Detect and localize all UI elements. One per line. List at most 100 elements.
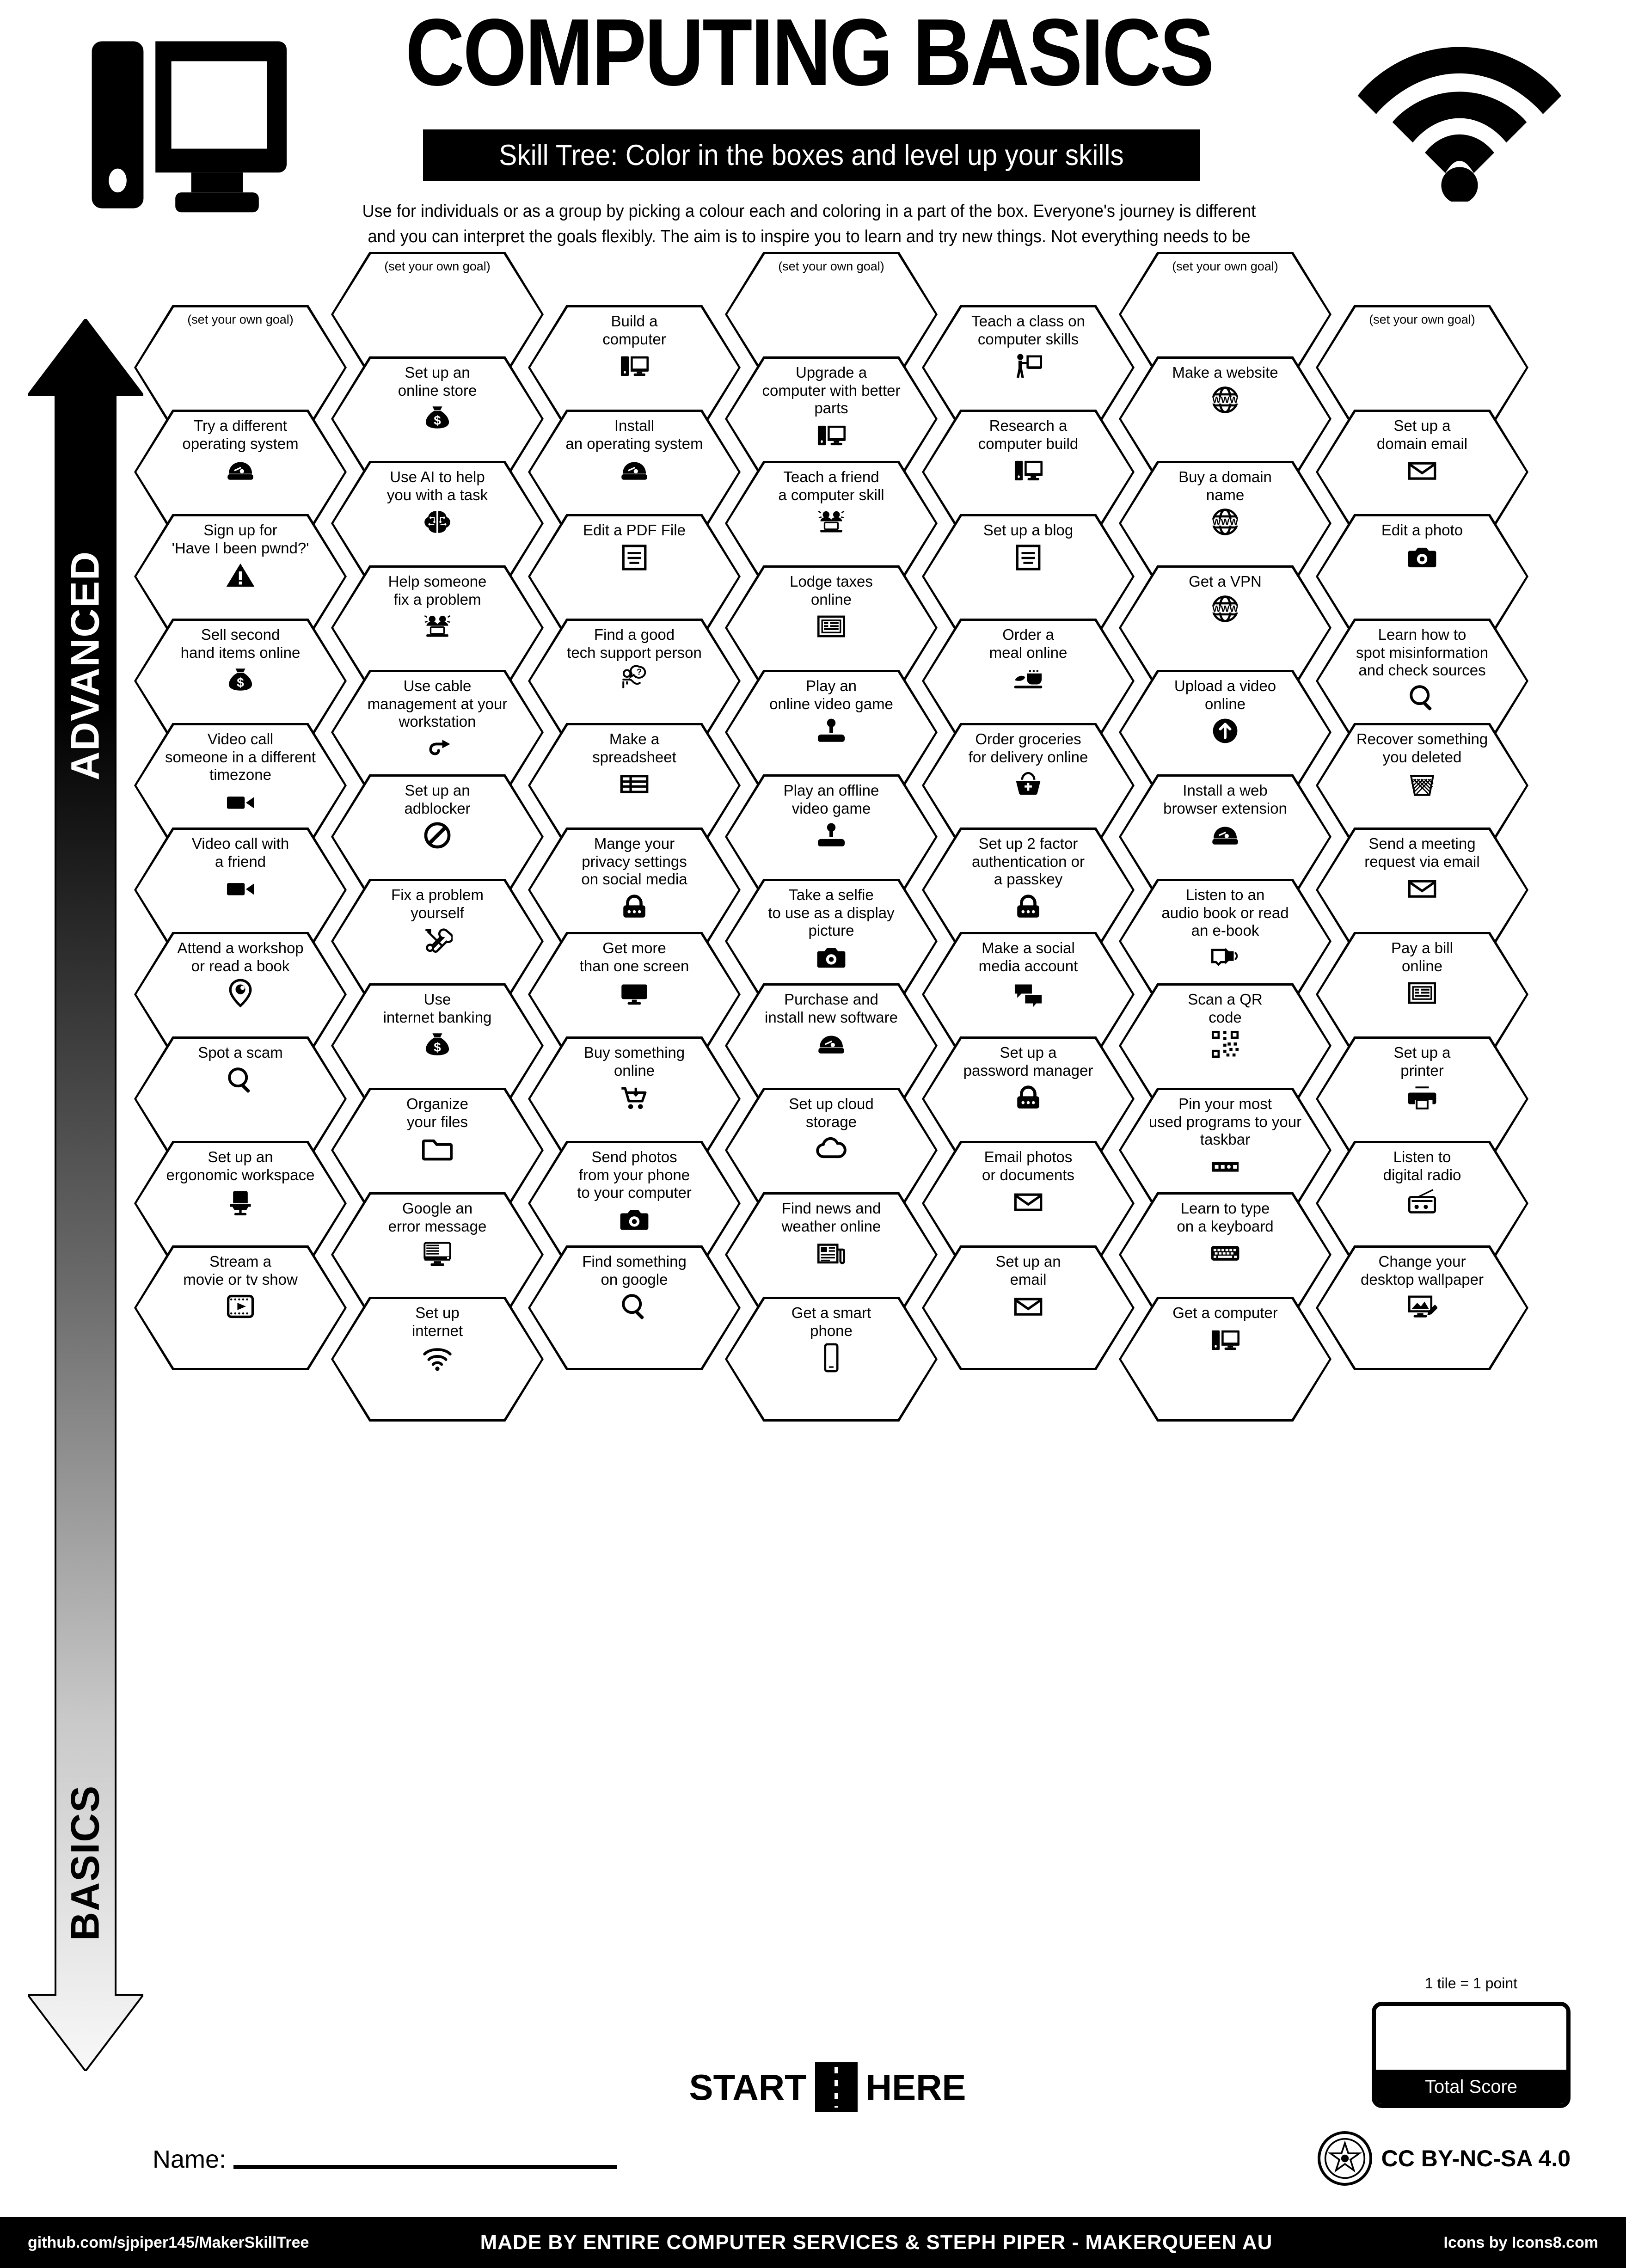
score-frame[interactable]: Total Score: [1372, 2002, 1571, 2108]
hex-tile-label: Set up a domain email: [1376, 417, 1468, 452]
hex-tile-label: Set up an online store: [398, 364, 477, 399]
skill-hex-tile[interactable]: Learn to type on a keyboard: [1119, 1192, 1331, 1317]
skill-hex-tile[interactable]: Make a spreadsheet: [528, 723, 741, 848]
hex-outline: [725, 356, 938, 481]
name-write-line[interactable]: [233, 2165, 618, 2169]
skill-hex-tile[interactable]: Set up a blog: [922, 514, 1135, 639]
skill-hex-tile[interactable]: Play an offline video game: [725, 774, 938, 899]
skill-hex-tile[interactable]: Get a computer: [1119, 1297, 1331, 1422]
skill-hex-tile[interactable]: Stream a movie or tv show: [134, 1245, 347, 1370]
hex-outline: [134, 305, 347, 430]
skill-hex-tile[interactable]: Set up a domain email: [1316, 410, 1528, 534]
skill-hex-tile[interactable]: Order groceries for delivery online: [922, 723, 1135, 848]
skill-hex-tile[interactable]: Learn how to spot misinformation and check…: [1316, 619, 1528, 743]
skill-hex-tile[interactable]: Find news and weather online: [725, 1192, 938, 1317]
skill-hex-tile[interactable]: Send photos from your phone to your comput…: [528, 1141, 741, 1266]
skill-hex-tile[interactable]: Buy something online: [528, 1036, 741, 1161]
skill-hex-tile[interactable]: Set up internet: [331, 1297, 544, 1422]
skill-hex-tile[interactable]: Use internet banking $: [331, 983, 544, 1108]
skill-hex-tile[interactable]: Set up an email: [922, 1245, 1135, 1370]
skill-hex-tile[interactable]: (set your own goal): [1316, 305, 1528, 430]
skill-hex-tile[interactable]: Install an operating system: [528, 410, 741, 534]
skill-hex-tile[interactable]: Find something on google: [528, 1245, 741, 1370]
error-screen-icon: [422, 1238, 453, 1269]
skill-hex-tile[interactable]: (set your own goal): [331, 252, 544, 377]
hex-tile-label: Recover something you deleted: [1356, 730, 1488, 766]
meal-icon: [1013, 664, 1043, 695]
name-field[interactable]: Name:: [153, 2145, 618, 2174]
skill-hex-tile[interactable]: Attend a workshop or read a book: [134, 932, 347, 1057]
skill-hex-tile[interactable]: Install a web browser extension: [1119, 774, 1331, 899]
hex-tile-label: Set up 2 factor authentication or a passke…: [971, 835, 1085, 888]
skill-hex-tile[interactable]: Help someone fix a problem: [331, 565, 544, 690]
skill-hex-tile[interactable]: Email photos or documents: [922, 1141, 1135, 1266]
hex-outline: [725, 1297, 938, 1422]
hex-outline: [528, 1141, 741, 1266]
skill-hex-tile[interactable]: Change your desktop wallpaper: [1316, 1245, 1528, 1370]
skill-hex-tile[interactable]: Research a computer build: [922, 410, 1135, 534]
skill-hex-tile[interactable]: Teach a friend a computer skill: [725, 461, 938, 586]
hex-tile-label: Set up cloud storage: [789, 1095, 874, 1130]
hex-outline: [1119, 1088, 1331, 1213]
skill-hex-tile[interactable]: Upload a video online: [1119, 670, 1331, 795]
money-bag-icon: $: [225, 664, 256, 695]
skill-hex-tile[interactable]: Build a computer: [528, 305, 741, 430]
skill-hex-tile[interactable]: Edit a PDF File: [528, 514, 741, 639]
camera-icon: [1407, 542, 1437, 573]
skill-hex-tile[interactable]: Sell second hand items online $: [134, 619, 347, 743]
skill-hex-tile[interactable]: Set up a printer: [1316, 1036, 1528, 1161]
skill-hex-tile[interactable]: Spot a scam: [134, 1036, 347, 1161]
skill-hex-tile[interactable]: (set your own goal): [1119, 252, 1331, 377]
skill-hex-tile[interactable]: Set up an adblocker: [331, 774, 544, 899]
total-score-box[interactable]: 1 tile = 1 point Total Score: [1372, 1975, 1571, 2108]
skill-hex-tile[interactable]: Make a social media account: [922, 932, 1135, 1057]
skill-hex-tile[interactable]: Sign up for 'Have I been pwnd?': [134, 514, 347, 639]
icons-credit[interactable]: Icons by Icons8.com: [1443, 2233, 1598, 2251]
skill-hex-tile[interactable]: (set your own goal): [725, 252, 938, 377]
hex-tile-label: Make a website: [1172, 364, 1278, 381]
skill-hex-tile[interactable]: Recover something you deleted: [1316, 723, 1528, 848]
skill-hex-tile[interactable]: Teach a class on computer skills: [922, 305, 1135, 430]
skill-hex-tile[interactable]: Set up 2 factor authentication or a passke…: [922, 828, 1135, 952]
skill-hex-tile[interactable]: Order a meal online: [922, 619, 1135, 743]
skill-hex-tile[interactable]: Lodge taxes online: [725, 565, 938, 690]
skill-hex-tile[interactable]: (set your own goal): [134, 305, 347, 430]
skill-hex-tile[interactable]: Take a selfie to use as a display picture: [725, 879, 938, 1004]
hex-tile-label: Edit a photo: [1381, 521, 1463, 539]
skill-hex-tile[interactable]: Get more than one screen: [528, 932, 741, 1057]
skill-hex-tile[interactable]: Get a smart phone: [725, 1297, 938, 1422]
skill-hex-tile[interactable]: Pin your most used programs to your taskba…: [1119, 1088, 1331, 1213]
skill-hex-tile[interactable]: Set up an online store $: [331, 356, 544, 481]
printer-icon: [1407, 1082, 1437, 1113]
skill-hex-tile[interactable]: Organize your files: [331, 1088, 544, 1213]
skill-hex-tile[interactable]: Buy a domain name WWW: [1119, 461, 1331, 586]
skill-hex-tile[interactable]: Play an online video game: [725, 670, 938, 795]
skill-hex-tile[interactable]: Listen to an audio book or read an e-book: [1119, 879, 1331, 1004]
skill-hex-tile[interactable]: Try a different operating system: [134, 410, 347, 534]
skill-hex-tile[interactable]: Mange your privacy settings on social medi…: [528, 828, 741, 952]
skill-hex-tile[interactable]: Video call someone in a different timezone: [134, 723, 347, 848]
skill-hex-tile[interactable]: Use AI to help you with a task: [331, 461, 544, 586]
skill-hex-tile[interactable]: Pay a bill online: [1316, 932, 1528, 1057]
skill-hex-tile[interactable]: Google an error message: [331, 1192, 544, 1317]
hex-tile-label: Spot a scam: [198, 1044, 283, 1061]
skill-hex-tile[interactable]: Purchase and install new software: [725, 983, 938, 1108]
skill-hex-tile[interactable]: Make a website WWW: [1119, 356, 1331, 481]
chat-bubbles-icon: [1013, 978, 1043, 1008]
skill-hex-tile[interactable]: Send a meeting request via email: [1316, 828, 1528, 952]
skill-hex-tile[interactable]: Video call with a friend: [134, 828, 347, 952]
hex-tile-label: Edit a PDF File: [583, 521, 686, 539]
skill-hex-tile[interactable]: Set up a password manager: [922, 1036, 1135, 1161]
skill-hex-tile[interactable]: Set up cloud storage: [725, 1088, 938, 1213]
skill-hex-tile[interactable]: Use cable management at your workstation: [331, 670, 544, 795]
skill-hex-tile[interactable]: Fix a problem yourself: [331, 879, 544, 1004]
repo-link[interactable]: github.com/sjpiper145/MakerSkillTree: [28, 2233, 309, 2251]
skill-hex-tile[interactable]: Get a VPN WWW: [1119, 565, 1331, 690]
skill-hex-tile[interactable]: Listen to digital radio: [1316, 1141, 1528, 1266]
skill-hex-tile[interactable]: Upgrade a computer with better parts: [725, 356, 938, 481]
skill-hex-tile[interactable]: Find a good tech support person?: [528, 619, 741, 743]
skill-hex-tile[interactable]: Scan a QR code: [1119, 983, 1331, 1108]
skill-hex-tile[interactable]: Edit a photo: [1316, 514, 1528, 639]
www-globe-icon: WWW: [1210, 594, 1240, 624]
skill-hex-tile[interactable]: Set up an ergonomic workspace: [134, 1141, 347, 1266]
